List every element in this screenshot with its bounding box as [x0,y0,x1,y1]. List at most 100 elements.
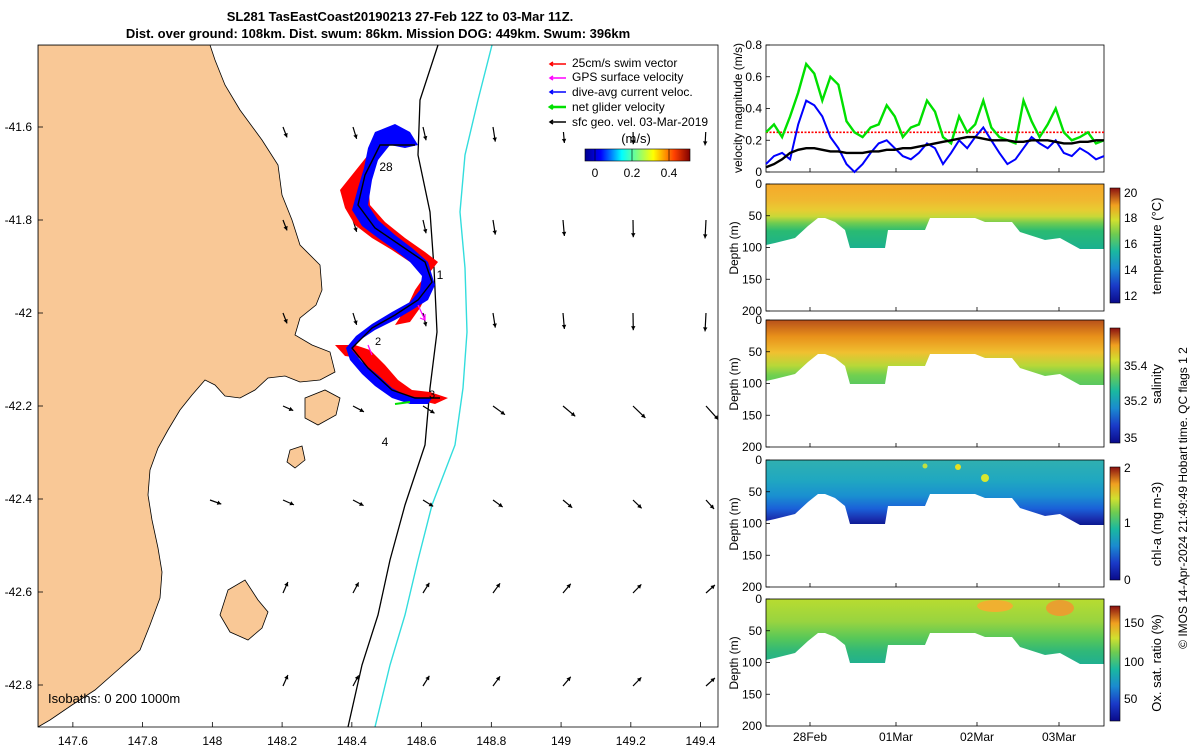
legend-swatch-gps [548,75,566,81]
geo-velocity-arrowhead [284,675,289,680]
depth-tick-label: 150 [742,548,762,562]
temperature-colorbar-tick: 14 [1124,263,1138,277]
chl-a-section-data [766,460,1104,525]
map-lat-tick-label: -42 [15,306,33,320]
map-lon-tick-label: 149.2 [616,734,646,748]
track-label-4: 4 [382,435,389,449]
velocity-ytick-label: 0.4 [745,102,762,116]
geo-velocity-arrowhead [495,583,501,588]
temperature-section-data [766,184,1104,249]
temperature-colorbar-label: temperature (°C) [1149,198,1164,295]
depth-tick-label: 200 [742,304,762,318]
geo-velocity-arrowhead [631,326,636,331]
geo-velocity-arrowhead [710,584,715,590]
map-lat-tick-label: -42.4 [5,492,33,506]
geo-velocity-arrowhead [354,675,359,680]
salinity-colorbar: 35 35.2 35.4 salinity [1109,327,1164,445]
speed-colorbar [584,148,691,162]
depth-tick-label: 150 [742,408,762,422]
velocity-ytick-label: 0 [755,165,762,179]
map-lon-tick-label: 148 [202,734,222,748]
velocity-ytick-label: 0.2 [745,133,762,147]
map-lon-tick-label: 149.4 [686,734,716,748]
temperature-colorbar-tick: 20 [1124,186,1138,200]
geo-velocity-arrowhead [631,233,636,238]
geo-velocity-arrowhead [492,230,497,235]
depth-tick-label: 150 [742,687,762,701]
velocity-ylabel: velocity magnitude (m/s) [731,43,745,173]
geo-velocity-arrowhead [567,503,573,508]
island-small [286,445,306,469]
geo-velocity-arrowhead [637,503,642,509]
map-latitude-ticks: -41.6 -41.8 -42 -42.2 -42.4 -42.6 -42.8 [5,120,43,692]
map-legend: 25cm/s swim vector GPS surface velocity … [545,50,715,132]
geo-velocity-arrowhead [428,502,434,507]
geo-velocity-arrowhead [492,137,497,142]
legend-swatch-swim [548,61,566,67]
depth-tick-label: 50 [749,485,763,499]
oxygen-section-data [766,599,1104,664]
legend-swatch-net [547,103,566,111]
map-lon-tick-label: 148.6 [407,734,437,748]
speed-colorbar-tick: 0.2 [624,166,641,180]
isobaths-label: Isobaths: 0 200 1000m [48,691,180,706]
map-content: 28 1 2 3 4 Isobaths: 0 200 1000m 25cm/s … [38,45,718,727]
depth-ylabel: Depth (m) [727,221,741,274]
time-tick-label: 02Mar [960,730,994,744]
map-lat-tick-label: -42.2 [5,399,33,413]
geo-velocity-arrowhead [216,500,222,505]
map-lon-tick-label: 148.8 [476,734,506,748]
legend-gps: GPS surface velocity [572,70,683,84]
geo-velocity-arrowhead [423,321,428,327]
velocity-ytick-label: 0.8 [745,38,762,52]
salinity-section: Depth (m) [727,319,1105,448]
depth-tick-label: 0 [755,313,762,327]
geo-velocity-arrowhead [570,412,576,417]
oxygen-colorbar: 50 100 150 Ox. sat. ratio (%) [1109,605,1164,722]
figure-title-line1: SL281 TasEastCoast20190213 27-Feb 12Z to… [227,9,574,24]
tasmania-land [38,45,336,727]
geo-velocity-arrowhead [703,141,708,146]
depth-tick-label: 50 [749,624,763,638]
geostrophic-arrows [209,126,718,687]
legend-current: dive-avg current veloc. [572,85,693,99]
geo-velocity-arrowhead [714,415,718,420]
map-lon-tick-label: 148.4 [337,734,367,748]
chl-a-colorbar-tick: 0 [1124,573,1131,587]
geo-velocity-series [765,135,1104,169]
geo-velocity-arrowhead [703,234,708,239]
chl-a-colorbar-tick: 1 [1124,516,1131,530]
geo-velocity-arrowhead [289,501,294,506]
velocity-magnitude-panel: 0 0.2 0.4 0.6 0.8 velocity magnitude (m/s) [731,38,1105,179]
chl-a-colorbar-label: chl-a (mg m-3) [1149,482,1164,567]
geo-velocity-arrowhead [636,584,642,589]
depth-tick-label: 50 [749,345,763,359]
depth-tick-label: 200 [742,719,762,733]
geo-velocity-arrowhead [498,502,503,508]
island-south [219,579,269,641]
geo-velocity-arrowhead [423,135,428,141]
depth-tick-label: 0 [755,177,762,191]
map-lat-tick-label: -41.6 [5,120,33,134]
geo-velocity-arrowhead [359,501,364,506]
legend-swim: 25cm/s swim vector [572,56,677,70]
map-frame [37,44,719,728]
map-lat-tick-label: -42.8 [5,678,33,692]
chl-a-section: Depth (m) [727,459,1105,588]
depth-tick-label: 100 [742,241,762,255]
temperature-section: Depth (m) [727,183,1105,312]
geo-velocity-arrowhead [492,323,497,328]
geo-velocity-arrowhead [640,413,646,418]
geo-velocity-arrowhead [359,408,364,412]
geo-velocity-arrowhead [561,138,567,143]
isobath-200 [347,45,439,727]
map-lon-tick-label: 148.2 [267,734,297,748]
geo-velocity-arrowhead [283,225,288,231]
geo-velocity-arrowhead [429,409,435,414]
oxygen-colorbar-tick: 100 [1124,655,1144,669]
track-label-1: 1 [437,268,444,282]
speed-colorbar-label: (m/s) [621,131,651,146]
map-longitude-ticks: 147.6 147.8 148 148.2 148.4 148.6 148.8 149 149.… [58,722,716,748]
